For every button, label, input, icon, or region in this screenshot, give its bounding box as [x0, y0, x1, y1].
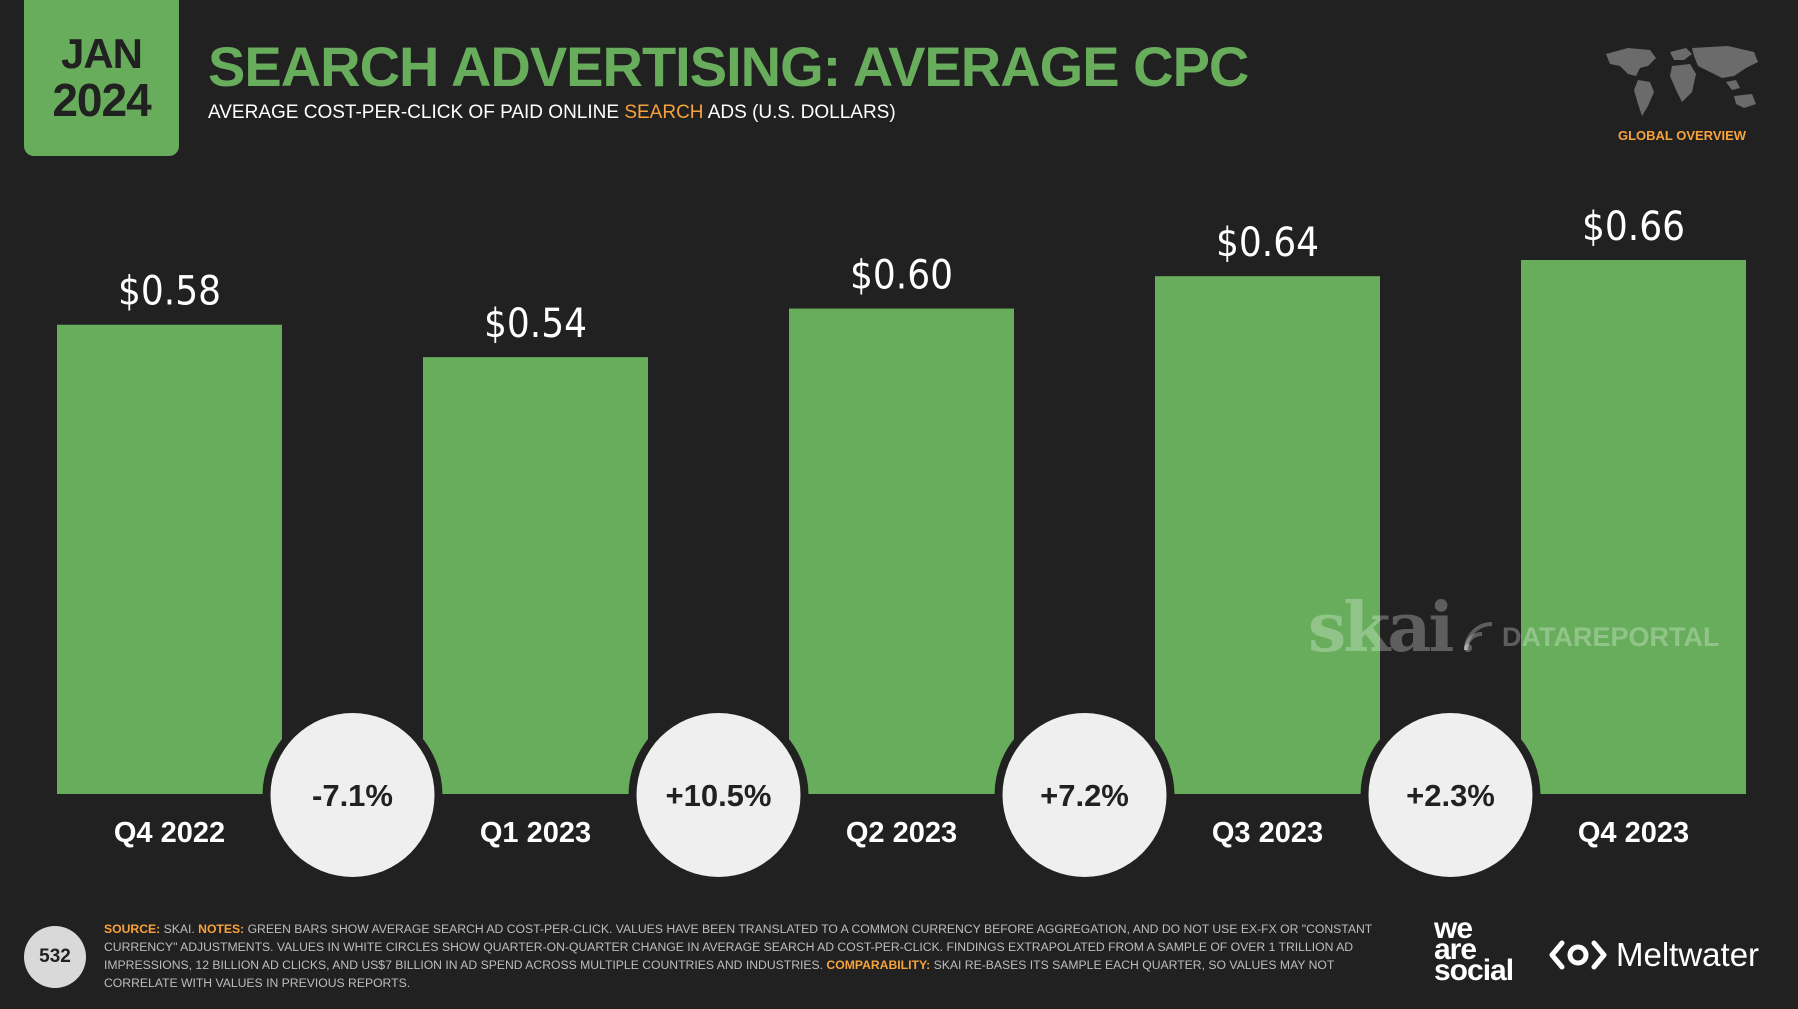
global-overview-label: GLOBAL OVERVIEW	[1617, 128, 1747, 143]
bar-q2-2023	[789, 308, 1014, 794]
value-label: $0.64	[1216, 220, 1319, 266]
meltwater-icon	[1549, 940, 1607, 970]
bar-q3-2023	[1155, 276, 1380, 794]
change-circle	[636, 713, 801, 877]
comparability-text: SKAI RE-BASES ITS SAMPLE EACH QUARTER, S…	[104, 958, 1335, 990]
source-label: SOURCE:	[104, 922, 161, 936]
meltwater-text: Meltwater	[1616, 936, 1760, 973]
logo-are: are	[1434, 933, 1477, 966]
bar-q4-2022	[57, 324, 282, 794]
we-are-social-logo: we are social	[1434, 912, 1514, 987]
date-year: 2024	[52, 74, 151, 126]
notes-text: GREEN BARS SHOW AVERAGE SEARCH AD COST-P…	[104, 922, 1373, 972]
category-label: Q4 2022	[114, 817, 225, 849]
subtitle-text-start: AVERAGE COST-PER-CLICK OF PAID ONLINE	[208, 102, 625, 123]
value-label: $0.58	[118, 269, 221, 315]
change-label: +10.5%	[665, 778, 771, 813]
footnote: SOURCE: SKAI. NOTES: GREEN BARS SHOW AVE…	[104, 920, 1394, 992]
value-label: $0.54	[484, 301, 587, 347]
page-number: 532	[24, 926, 86, 988]
meltwater-logo: Meltwater	[1548, 936, 1759, 974]
category-label: Q4 2023	[1578, 817, 1689, 849]
world-map-icon	[1606, 46, 1758, 116]
date-month: JAN	[60, 30, 143, 77]
logo-we: we	[1434, 912, 1473, 945]
date-badge: JAN 2024	[24, 0, 179, 156]
skai-watermark: skai	[1308, 588, 1454, 668]
value-label: $0.66	[1582, 204, 1685, 250]
bar-q1-2023	[423, 357, 648, 794]
source-text: SKAI.	[160, 922, 199, 936]
change-label: +7.2%	[1040, 778, 1129, 813]
notes-label: NOTES:	[198, 922, 245, 936]
change-circle	[1368, 713, 1533, 877]
category-label: Q2 2023	[846, 817, 957, 849]
change-label: +2.3%	[1406, 778, 1495, 813]
comparability-label: COMPARABILITY:	[826, 958, 931, 972]
datareportal-watermark: DATAREPORTAL	[1462, 620, 1719, 654]
bar-q4-2023	[1521, 260, 1746, 794]
page-subtitle: AVERAGE COST-PER-CLICK OF PAID ONLINE SE…	[208, 102, 896, 124]
change-circle	[1002, 713, 1167, 877]
datareportal-text: DATAREPORTAL	[1502, 621, 1720, 652]
subtitle-highlight: SEARCH	[624, 102, 704, 123]
subtitle-text-end: ADS (U.S. DOLLARS)	[703, 102, 896, 123]
datareportal-icon	[1464, 622, 1493, 652]
category-label: Q1 2023	[480, 817, 591, 849]
logo-social: social	[1434, 954, 1514, 987]
category-label: Q3 2023	[1212, 817, 1323, 849]
page-title: SEARCH ADVERTISING: AVERAGE CPC	[208, 35, 1249, 98]
value-label: $0.60	[850, 253, 953, 299]
change-circle	[270, 713, 435, 877]
change-label: -7.1%	[312, 778, 393, 813]
